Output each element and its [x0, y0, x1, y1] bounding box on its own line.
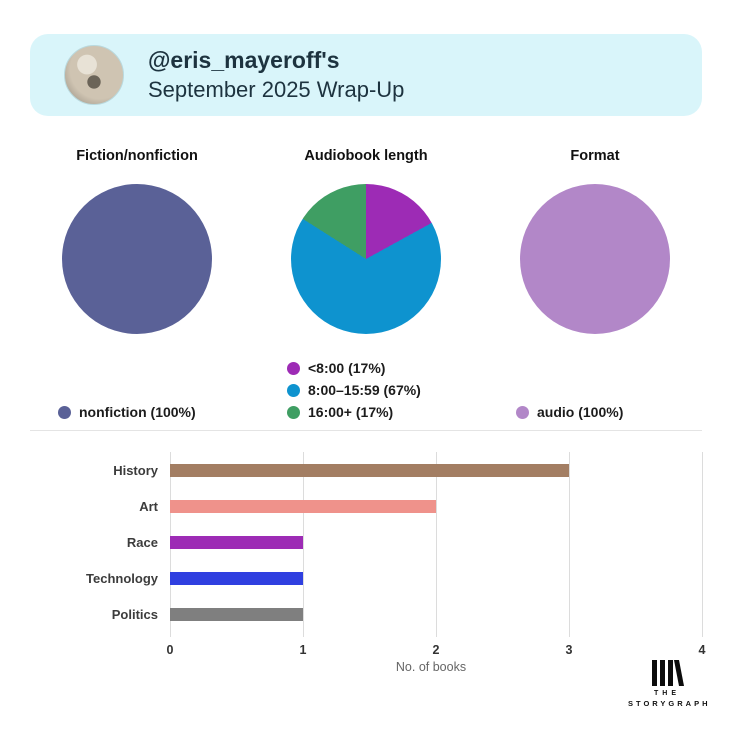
- pie-fiction-nonfiction: Fiction/nonfiction nonfiction (100%): [30, 140, 244, 420]
- username: @eris_mayeroff's: [148, 46, 340, 73]
- x-ticks: 0 1 2 3 4: [166, 643, 706, 661]
- logo-text-storygraph: STORYGRAPH: [628, 699, 711, 708]
- gridline: [303, 452, 304, 637]
- bar-category-label: Technology: [86, 570, 158, 586]
- bar: [170, 535, 303, 549]
- section-divider: [30, 430, 702, 431]
- avatar: [64, 45, 124, 105]
- storygraph-logo-icon: [652, 660, 684, 686]
- gridline: [702, 452, 703, 637]
- legend-fiction-nonfiction: nonfiction (100%): [58, 334, 196, 420]
- x-tick-label: 2: [432, 643, 440, 657]
- legend-audiobook-length: <8:00 (17%) 8:00–15:59 (67%) 16:00+ (17%): [287, 334, 421, 420]
- bar-category-label: Race: [126, 534, 158, 550]
- legend-item: <8:00 (17%): [287, 360, 421, 376]
- pie-title: Fiction/nonfiction: [76, 148, 198, 164]
- pie-title: Audiobook length: [304, 148, 428, 164]
- wrapup-title: September 2025 Wrap-Up: [148, 76, 405, 102]
- pie-chart-format: [520, 184, 670, 334]
- plot-area: 0 1 2 3 4: [167, 452, 705, 657]
- bar-category-label: History: [113, 462, 158, 478]
- gridline: [569, 452, 570, 637]
- bar-chart: History Art Race Technology Politics 0 1 2 3 4: [12, 452, 705, 657]
- legend-label: 16:00+ (17%): [308, 404, 394, 420]
- bar-category-label: Politics: [111, 606, 158, 622]
- storygraph-logo: THE STORYGRAPH: [628, 658, 711, 708]
- legend-dot-icon: [287, 405, 300, 419]
- pie-chart-fiction-nonfiction: [62, 184, 212, 334]
- bar: [170, 499, 436, 513]
- pie-title: Format: [570, 148, 620, 164]
- bar-rows: [170, 452, 702, 632]
- x-axis-label: No. of books: [395, 660, 467, 674]
- header-banner: @eris_mayeroff's September 2025 Wrap-Up: [30, 34, 702, 116]
- bar: [170, 571, 303, 585]
- legend-label: nonfiction (100%): [79, 404, 196, 420]
- legend-item: nonfiction (100%): [58, 404, 196, 420]
- bar-row: [170, 524, 702, 560]
- bar-row: [170, 596, 702, 632]
- pie-audiobook-length: Audiobook length <8:00 (17%) 8:00–15:59 (…: [259, 140, 473, 420]
- x-tick-label: 4: [698, 643, 706, 657]
- legend-format: audio (100%): [516, 334, 623, 420]
- pie-section: Fiction/nonfiction nonfiction (100%) Aud…: [30, 140, 702, 420]
- legend-label: audio (100%): [537, 404, 624, 420]
- legend-item: audio (100%): [516, 404, 623, 420]
- x-tick-label: 1: [299, 643, 307, 657]
- x-tick-label: 0: [166, 643, 174, 657]
- bar-row: [170, 560, 702, 596]
- gridline: [436, 452, 437, 637]
- bar: [170, 463, 569, 477]
- legend-dot-icon: [58, 405, 71, 419]
- bar-category-label: Art: [139, 498, 158, 514]
- legend-dot-icon: [287, 361, 300, 375]
- legend-label: 8:00–15:59 (67%): [308, 382, 421, 398]
- pie-format: Format audio (100%): [488, 140, 702, 420]
- pie-chart-audiobook-length: [291, 184, 441, 334]
- legend-item: 8:00–15:59 (67%): [287, 382, 421, 398]
- bar-labels: History Art Race Technology Politics: [12, 452, 170, 637]
- header-text: @eris_mayeroff's September 2025 Wrap-Up: [148, 46, 404, 104]
- legend-dot-icon: [287, 383, 300, 397]
- legend-dot-icon: [516, 405, 529, 419]
- logo-text-the: THE: [654, 690, 680, 697]
- bar-row: [170, 452, 702, 488]
- bar-row: [170, 488, 702, 524]
- legend-label: <8:00 (17%): [308, 360, 386, 376]
- x-tick-label: 3: [565, 643, 573, 657]
- bar: [170, 607, 303, 621]
- legend-item: 16:00+ (17%): [287, 404, 421, 420]
